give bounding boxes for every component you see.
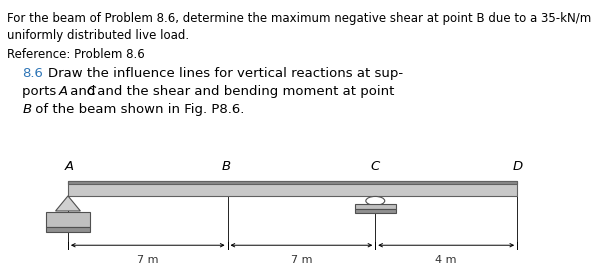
Bar	[355, 209, 396, 213]
Circle shape	[366, 196, 385, 205]
Bar	[46, 212, 90, 227]
Bar	[46, 227, 90, 232]
Text: and: and	[66, 85, 100, 98]
Text: 4 m: 4 m	[436, 255, 457, 265]
Text: ports: ports	[22, 85, 61, 98]
Text: B: B	[222, 160, 230, 173]
Text: 8.6: 8.6	[22, 67, 43, 80]
Text: Draw the influence lines for vertical reactions at sup-: Draw the influence lines for vertical re…	[48, 67, 404, 80]
Text: A: A	[59, 85, 68, 98]
Text: C: C	[87, 85, 96, 98]
Bar	[68, 181, 517, 196]
Text: of the beam shown in Fig. P8.6.: of the beam shown in Fig. P8.6.	[31, 103, 244, 116]
Text: D: D	[512, 160, 522, 173]
Text: 7 m: 7 m	[291, 255, 312, 265]
Text: C: C	[371, 160, 380, 173]
Text: A: A	[65, 160, 74, 173]
Text: and the shear and bending moment at point: and the shear and bending moment at poin…	[93, 85, 395, 98]
Bar	[68, 181, 517, 184]
Text: B: B	[22, 103, 31, 116]
Text: For the beam of Problem 8.6, determine the maximum negative shear at point B due: For the beam of Problem 8.6, determine t…	[7, 12, 591, 25]
Bar	[355, 204, 396, 209]
Text: 7 m: 7 m	[137, 255, 158, 265]
Polygon shape	[56, 196, 80, 211]
Text: Reference: Problem 8.6: Reference: Problem 8.6	[7, 48, 145, 61]
Text: uniformly distributed live load.: uniformly distributed live load.	[7, 29, 189, 42]
